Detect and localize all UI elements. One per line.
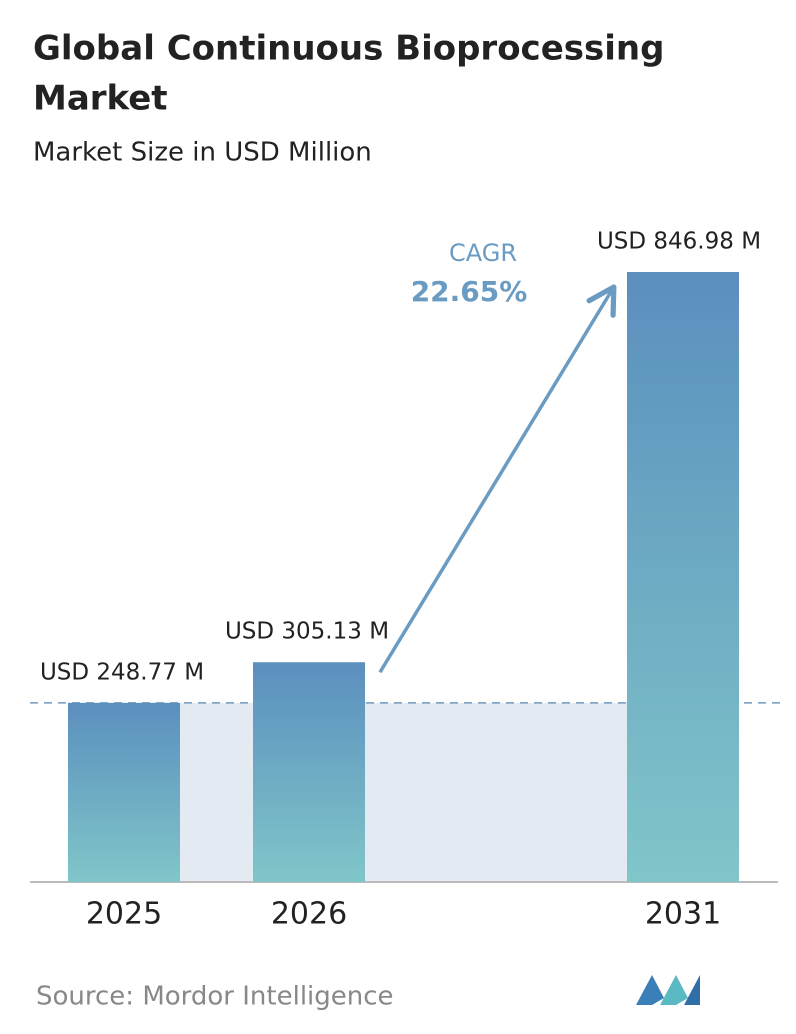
bar xyxy=(253,662,365,882)
chart-title: Market xyxy=(33,79,168,119)
value-label: USD 248.77 M xyxy=(40,659,204,685)
cagr-arrow xyxy=(378,284,617,674)
source: Source: Mordor Intelligence xyxy=(36,982,394,1012)
x-tick-label: 2031 xyxy=(645,897,721,932)
bar xyxy=(627,272,739,882)
annotation-label: CAGR xyxy=(449,239,517,267)
value-label: USD 305.13 M xyxy=(225,619,389,645)
chart-title: Global Continuous Bioprocessing xyxy=(33,29,664,69)
logo xyxy=(636,975,700,1005)
chart-subtitle: Market Size in USD Million xyxy=(33,138,372,168)
plot-area: 2025 USD 248.77 M 2026 USD 305.13 M 2031 USD … xyxy=(30,229,780,932)
annotation-value: 22.65% xyxy=(411,275,528,308)
reference-band xyxy=(180,702,627,882)
x-tick-label: 2026 xyxy=(271,897,347,932)
bar xyxy=(68,702,180,882)
x-tick-label: 2025 xyxy=(86,897,162,932)
value-label: USD 846.98 M xyxy=(597,229,761,255)
